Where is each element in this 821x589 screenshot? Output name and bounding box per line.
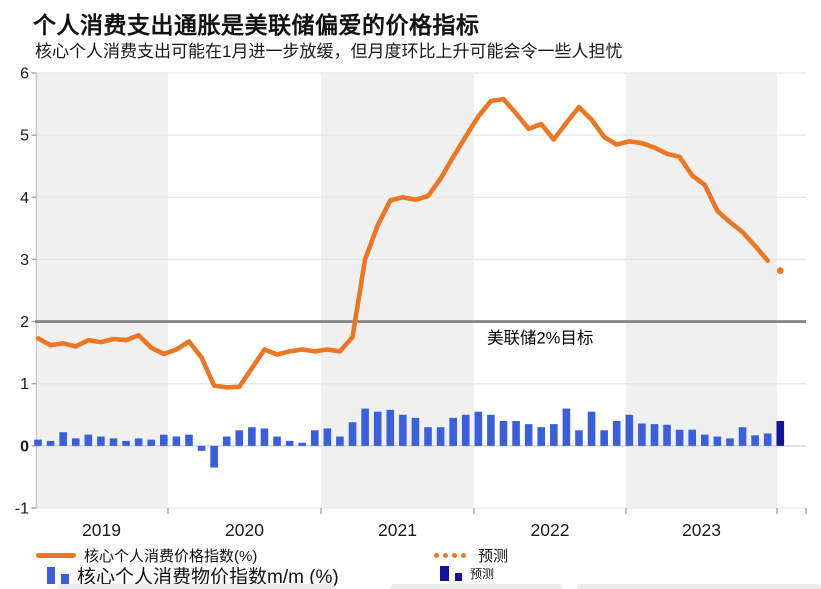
legend-item-bar-forecast: 预测	[440, 565, 494, 582]
svg-text:4: 4	[20, 190, 29, 207]
line-forecast-swatch	[434, 553, 470, 558]
svg-text:6: 6	[20, 66, 29, 83]
y-axis-labels: 6 5 4 3 2 1 0 -1	[15, 66, 29, 518]
svg-text:2020: 2020	[225, 520, 264, 540]
svg-text:2022: 2022	[531, 520, 570, 540]
bar-series-swatch	[47, 567, 69, 584]
line-forecast-dot	[776, 267, 784, 275]
pce-inflation-chart: 美联储2%目标 6 5 4 3 2 1 0 -1 2019 2020 2021 2022 2023	[15, 66, 807, 540]
bar-forecast-swatch	[440, 566, 462, 581]
legend-bar-forecast-label: 预测	[470, 567, 495, 581]
line-series-swatch	[36, 553, 76, 558]
page-title: 个人消费支出通胀是美联储偏爱的价格指标	[33, 12, 480, 38]
svg-text:-1: -1	[15, 501, 29, 518]
svg-text:1: 1	[20, 376, 29, 393]
target-annotation: 美联储2%目标	[479, 324, 622, 351]
bottom-panel-edge	[57, 584, 335, 589]
svg-text:2021: 2021	[378, 520, 417, 540]
legend-line-label: 核心个人消费价格指数(%)	[84, 548, 258, 565]
bottom-panel-edge	[577, 584, 821, 589]
mom-bars	[34, 408, 785, 468]
svg-text:2019: 2019	[82, 520, 121, 540]
svg-text:0: 0	[20, 438, 29, 455]
legend-item-line-forecast: 预测	[434, 545, 508, 566]
svg-text:2023: 2023	[682, 520, 721, 540]
yoy-line	[35, 96, 770, 390]
bottom-panel-edge	[390, 584, 563, 589]
svg-text:2: 2	[20, 314, 29, 331]
svg-text:5: 5	[20, 128, 29, 145]
x-axis-labels: 2019 2020 2021 2022 2023	[82, 508, 807, 540]
page-subtitle: 核心个人消费支出可能在1月进一步放缓，但月度环比上升可能会令一些人担忧	[35, 42, 623, 61]
legend-line-forecast-label: 预测	[478, 548, 509, 565]
legend-item-line: 核心个人消费价格指数(%)	[36, 545, 257, 566]
svg-text:3: 3	[20, 252, 29, 269]
svg-text:美联储2%目标: 美联储2%目标	[487, 329, 593, 348]
